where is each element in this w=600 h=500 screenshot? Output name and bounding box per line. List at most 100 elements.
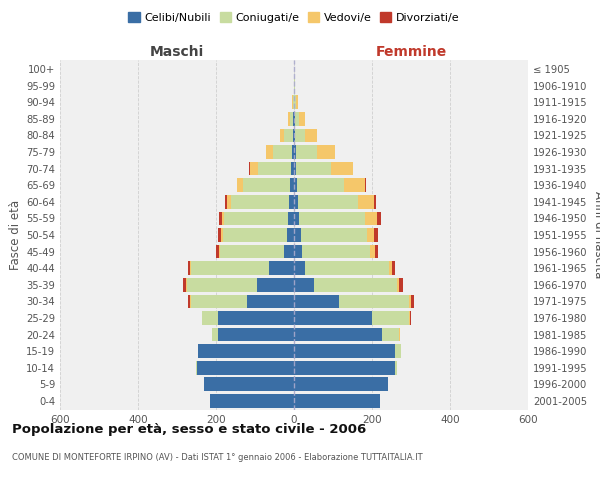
- Bar: [199, 344, 294, 358]
- Bar: [231, 195, 289, 208]
- Bar: [236, 178, 238, 192]
- Bar: [294, 162, 296, 175]
- Text: COMUNE DI MONTEFORTE IRPINO (AV) - Dati ISTAT 1° gennaio 2006 - Elaborazione TUT: COMUNE DI MONTEFORTE IRPINO (AV) - Dati …: [12, 452, 422, 462]
- Bar: [293, 128, 294, 142]
- Bar: [210, 394, 294, 407]
- Bar: [294, 378, 388, 391]
- Bar: [294, 328, 382, 342]
- Bar: [250, 162, 258, 175]
- Bar: [294, 278, 314, 291]
- Bar: [219, 212, 222, 225]
- Bar: [339, 294, 409, 308]
- Bar: [395, 361, 397, 374]
- Bar: [294, 361, 395, 374]
- Bar: [295, 112, 299, 126]
- Bar: [188, 262, 190, 275]
- Bar: [305, 128, 317, 142]
- Bar: [288, 212, 294, 225]
- Bar: [294, 79, 295, 92]
- Bar: [372, 311, 409, 324]
- Bar: [197, 361, 294, 374]
- Bar: [294, 128, 295, 142]
- Bar: [409, 294, 410, 308]
- Bar: [294, 195, 298, 208]
- Bar: [409, 311, 410, 324]
- Bar: [287, 228, 294, 242]
- Bar: [220, 245, 284, 258]
- Bar: [238, 178, 244, 192]
- Bar: [266, 146, 272, 159]
- Bar: [219, 245, 220, 258]
- Bar: [296, 96, 298, 109]
- Bar: [294, 344, 395, 358]
- Bar: [389, 262, 392, 275]
- Bar: [295, 96, 296, 109]
- Bar: [293, 112, 294, 126]
- Bar: [297, 178, 344, 192]
- Bar: [295, 128, 305, 142]
- Bar: [190, 262, 191, 275]
- Bar: [183, 278, 186, 291]
- Bar: [294, 112, 295, 126]
- Bar: [301, 228, 367, 242]
- Bar: [317, 146, 335, 159]
- Bar: [188, 294, 190, 308]
- Bar: [374, 195, 376, 208]
- Bar: [294, 245, 302, 258]
- Bar: [223, 228, 287, 242]
- Bar: [196, 361, 197, 374]
- Bar: [365, 212, 377, 225]
- Bar: [302, 245, 370, 258]
- Bar: [247, 294, 294, 308]
- Bar: [293, 96, 294, 109]
- Bar: [296, 162, 331, 175]
- Bar: [397, 278, 400, 291]
- Bar: [377, 212, 380, 225]
- Bar: [218, 311, 294, 324]
- Bar: [314, 278, 397, 291]
- Bar: [187, 278, 257, 291]
- Bar: [284, 128, 293, 142]
- Bar: [202, 311, 218, 324]
- Bar: [191, 294, 247, 308]
- Bar: [257, 278, 294, 291]
- Bar: [294, 394, 380, 407]
- Bar: [331, 162, 353, 175]
- Bar: [222, 212, 224, 225]
- Bar: [299, 112, 305, 126]
- Bar: [299, 212, 365, 225]
- Bar: [370, 245, 375, 258]
- Bar: [249, 162, 250, 175]
- Bar: [358, 195, 374, 208]
- Bar: [294, 212, 299, 225]
- Bar: [294, 146, 296, 159]
- Bar: [186, 278, 187, 291]
- Bar: [382, 328, 400, 342]
- Bar: [344, 178, 365, 192]
- Bar: [400, 278, 403, 291]
- Bar: [298, 195, 358, 208]
- Bar: [410, 294, 414, 308]
- Y-axis label: Fasce di età: Fasce di età: [9, 200, 22, 270]
- Bar: [290, 178, 294, 192]
- Bar: [294, 262, 305, 275]
- Bar: [365, 178, 366, 192]
- Y-axis label: Anni di nascita: Anni di nascita: [592, 192, 600, 278]
- Bar: [292, 146, 294, 159]
- Bar: [197, 344, 199, 358]
- Bar: [294, 311, 372, 324]
- Legend: Celibi/Nubili, Coniugati/e, Vedovi/e, Divorziati/e: Celibi/Nubili, Coniugati/e, Vedovi/e, Di…: [124, 8, 464, 28]
- Bar: [218, 328, 294, 342]
- Bar: [395, 344, 401, 358]
- Bar: [215, 245, 219, 258]
- Bar: [258, 162, 291, 175]
- Bar: [294, 178, 297, 192]
- Bar: [289, 195, 294, 208]
- Bar: [284, 245, 294, 258]
- Bar: [190, 294, 191, 308]
- Bar: [191, 262, 269, 275]
- Bar: [292, 96, 293, 109]
- Bar: [392, 262, 395, 275]
- Bar: [224, 212, 288, 225]
- Bar: [244, 178, 290, 192]
